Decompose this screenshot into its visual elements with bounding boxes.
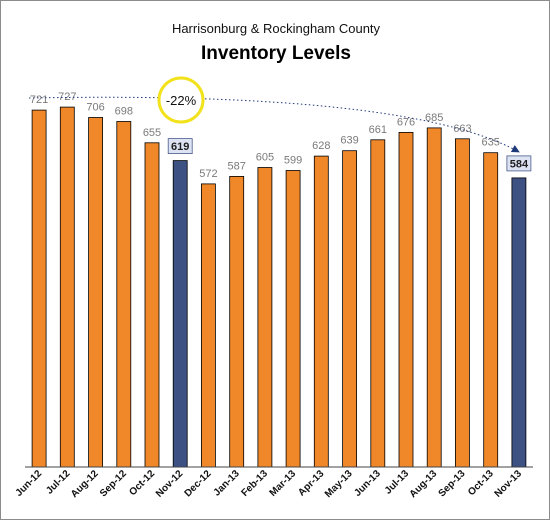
bar-Aug-13: [426, 127, 442, 468]
value-label-Apr-13: 628: [312, 140, 330, 152]
x-tick-Aug-12: Aug-12: [69, 468, 101, 500]
change-circle: [157, 76, 205, 124]
value-label-Jul-13: 676: [397, 116, 415, 128]
x-tick-Feb-13: Feb-13: [239, 468, 270, 499]
value-label-Jun-13: 661: [369, 124, 387, 136]
chart-title: Inventory Levels: [201, 43, 351, 64]
value-label-Jun-12: 721: [30, 94, 48, 106]
bar-Oct-13: [483, 152, 499, 468]
x-tick-Oct-12: Oct-12: [127, 468, 157, 498]
bar-Oct-12: [144, 142, 160, 468]
x-tick-Jan-13: Jan-13: [212, 468, 242, 498]
bar-Nov-12: [172, 160, 188, 468]
x-tick-Mar-13: Mar-13: [268, 468, 299, 499]
value-label-Sep-12: 698: [115, 106, 133, 118]
bar-Jan-13: [229, 175, 245, 468]
value-label-Jan-13: 587: [228, 160, 246, 172]
bar-Mar-13: [285, 170, 301, 468]
x-tick-Oct-13: Oct-13: [466, 468, 496, 498]
x-tick-Jun-12: Jun-12: [14, 468, 45, 499]
x-tick-Dec-12: Dec-12: [183, 468, 214, 499]
bar-Apr-13: [313, 155, 329, 468]
change-annotation: -22%: [166, 93, 197, 108]
bar-Sep-13: [454, 138, 470, 468]
bar-Dec-12: [200, 183, 216, 468]
value-label-Feb-13: 605: [256, 152, 274, 164]
value-label-Jul-12: 727: [58, 91, 76, 103]
x-tick-Apr-13: Apr-13: [296, 468, 326, 498]
bar-May-13: [342, 150, 358, 468]
bar-Aug-12: [88, 117, 103, 468]
value-label-group: 721 727 706 698 655 619 572 587 605 599 628 639 661 6…: [30, 91, 532, 180]
bar-Nov-13: [511, 177, 527, 468]
x-tick-Aug-13: Aug-13: [408, 468, 440, 500]
bar-Sep-12: [116, 121, 132, 468]
x-tick-Nov-13: Nov-13: [493, 468, 525, 500]
bar-Jul-12: [59, 106, 75, 468]
value-label-box-Nov-12: [167, 138, 193, 155]
x-tick-Sep-12: Sep-12: [98, 468, 129, 499]
x-tick-Nov-12: Nov-12: [154, 468, 186, 500]
value-label-Nov-13: 584: [510, 158, 529, 170]
value-label-May-13: 639: [340, 135, 358, 147]
value-label-Oct-13: 635: [482, 137, 500, 149]
bar-Jun-13: [370, 139, 386, 468]
bar-Jul-13: [398, 131, 414, 468]
bar-Jun-12: [31, 109, 47, 468]
x-tick-Jun-13: Jun-13: [352, 468, 383, 499]
x-tick-May-13: May-13: [323, 468, 355, 500]
x-tick-group: Jun-12 Jul-12Aug-12Sep-12Oct-12Nov-12Dec-…: [14, 468, 525, 500]
value-label-Aug-12: 706: [86, 102, 104, 114]
value-label-Nov-12: 619: [171, 141, 189, 153]
x-tick-Sep-13: Sep-13: [437, 468, 468, 499]
value-label-Mar-13: 599: [284, 155, 302, 167]
value-label-Dec-12: 572: [199, 168, 217, 180]
value-label-Sep-13: 663: [453, 123, 471, 135]
trend-arrow: [28, 96, 520, 153]
value-label-Oct-12: 655: [143, 127, 161, 139]
bar-group: [31, 106, 527, 468]
bar-Feb-13: [257, 167, 273, 468]
value-label-box-Nov-13: [506, 155, 532, 172]
value-label-Aug-13: 685: [425, 112, 443, 124]
chart-subtitle: Harrisonburg & Rockingham County: [172, 21, 381, 36]
